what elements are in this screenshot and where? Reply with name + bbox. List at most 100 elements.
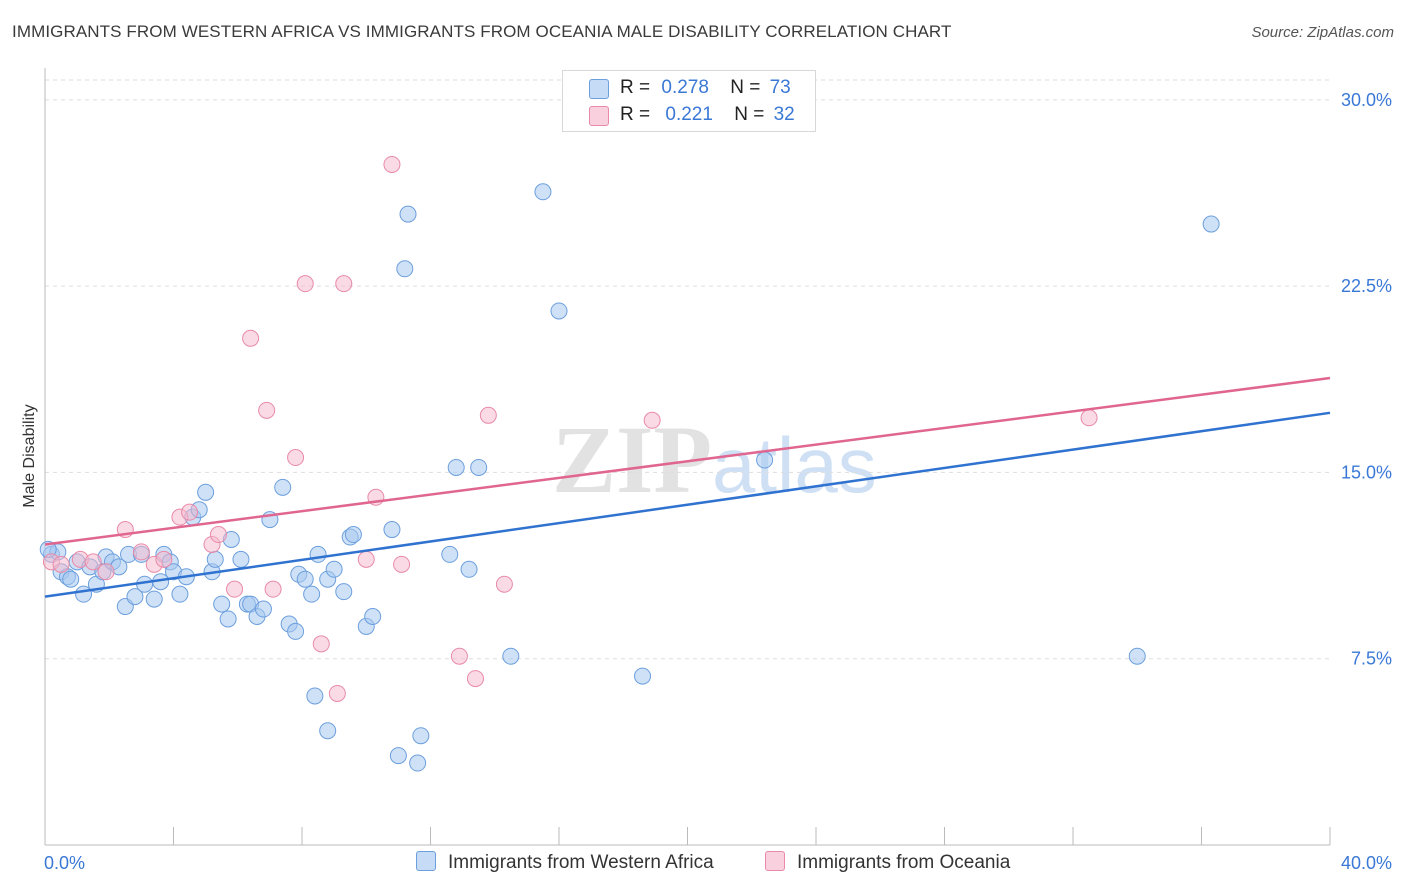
data-point (312, 635, 330, 653)
data-point (396, 260, 414, 278)
gridlines (45, 79, 1330, 660)
legend-r-label: R = (620, 77, 651, 98)
data-point (383, 521, 401, 539)
data-point (466, 670, 484, 688)
axes (44, 68, 1331, 846)
data-point (344, 526, 362, 544)
data-point (502, 647, 520, 665)
chart-title: IMMIGRANTS FROM WESTERN AFRICA VS IMMIGR… (12, 22, 952, 41)
data-point (319, 722, 337, 740)
x-tick-labels: 0.0% 40.0% (44, 853, 1392, 873)
data-point (389, 747, 407, 765)
data-point (441, 545, 459, 563)
series-western-africa (39, 183, 1220, 772)
data-point (470, 458, 488, 476)
data-point (155, 550, 173, 568)
data-point (447, 458, 465, 476)
trend-lines (44, 376, 1331, 598)
y-tick-label: 7.5% (1351, 649, 1392, 669)
data-point (84, 553, 102, 571)
data-point (206, 550, 224, 568)
trend-line-oceania (44, 376, 1331, 546)
legend-n-value: 32 (773, 104, 795, 125)
data-point (213, 595, 231, 613)
data-point (258, 401, 276, 419)
data-point (643, 411, 661, 429)
data-point (335, 583, 353, 601)
data-point (412, 727, 430, 745)
data-point (296, 570, 314, 588)
data-point (460, 560, 478, 578)
source-credit: Source: ZipAtlas.com (1251, 24, 1394, 41)
data-point (383, 155, 401, 173)
legend-n-label: N = (734, 104, 765, 125)
data-point (132, 543, 150, 561)
watermark-atlas: atlas (712, 421, 877, 509)
correlation-legend: R = 0.278 N = 73 R = 0.221 N = 32 (562, 70, 816, 132)
legend-swatch-blue (416, 851, 436, 871)
data-point (306, 687, 324, 705)
y-tick-label: 15.0% (1341, 462, 1392, 482)
legend-swatch-pink (589, 106, 609, 126)
data-point (634, 667, 652, 685)
data-point (393, 555, 411, 573)
data-point (534, 183, 552, 201)
legend-r-value: 0.278 (661, 77, 709, 98)
legend-label: Immigrants from Western Africa (448, 852, 714, 873)
data-point (328, 684, 346, 702)
data-point (242, 329, 260, 347)
watermark-zip: ZIP (552, 406, 712, 513)
y-tick-label: 22.5% (1341, 276, 1392, 296)
watermark: ZIP atlas (552, 406, 877, 513)
legend-swatch-blue (589, 79, 609, 99)
data-point (52, 555, 70, 573)
trend-line-western-africa (44, 411, 1331, 598)
data-point (479, 406, 497, 424)
data-point (287, 449, 305, 467)
data-point (145, 590, 163, 608)
data-point (126, 588, 144, 606)
data-point (303, 585, 321, 603)
data-point (325, 560, 343, 578)
y-tick-labels: 7.5% 15.0% 22.5% 30.0% (1341, 90, 1392, 669)
legend-swatch-pink (765, 851, 785, 871)
data-point (409, 754, 427, 772)
data-point (309, 545, 327, 563)
data-point (97, 563, 115, 581)
data-point (62, 570, 80, 588)
y-tick-label: 30.0% (1341, 90, 1392, 110)
data-point (450, 647, 468, 665)
legend-item-western-africa: Immigrants from Western Africa (416, 851, 714, 874)
legend-r-value: 0.221 (665, 104, 713, 125)
data-point (550, 302, 568, 320)
legend-label: Immigrants from Oceania (797, 852, 1011, 873)
data-point (364, 607, 382, 625)
x-tick-label: 40.0% (1341, 853, 1392, 873)
data-point (1202, 215, 1220, 233)
legend-item-oceania: Immigrants from Oceania (765, 851, 1010, 874)
data-point (171, 585, 189, 603)
x-tick-label: 0.0% (44, 853, 85, 873)
legend-n-label: N = (730, 77, 761, 98)
data-point (1080, 409, 1098, 427)
data-point (226, 580, 244, 598)
data-point (756, 451, 774, 469)
data-point (399, 205, 417, 223)
data-point (287, 622, 305, 640)
data-point (232, 550, 250, 568)
legend-r-label: R = (620, 104, 651, 125)
data-point (335, 275, 353, 293)
data-point (1128, 647, 1146, 665)
data-point (181, 503, 199, 521)
data-point (264, 580, 282, 598)
data-point (254, 600, 272, 618)
data-point (209, 526, 227, 544)
data-point (495, 575, 513, 593)
y-axis-label: Male Disability (21, 404, 38, 507)
data-point (357, 550, 375, 568)
legend-n-value: 73 (769, 77, 791, 98)
data-point (197, 483, 215, 501)
data-point (219, 610, 237, 628)
data-point (274, 478, 292, 496)
